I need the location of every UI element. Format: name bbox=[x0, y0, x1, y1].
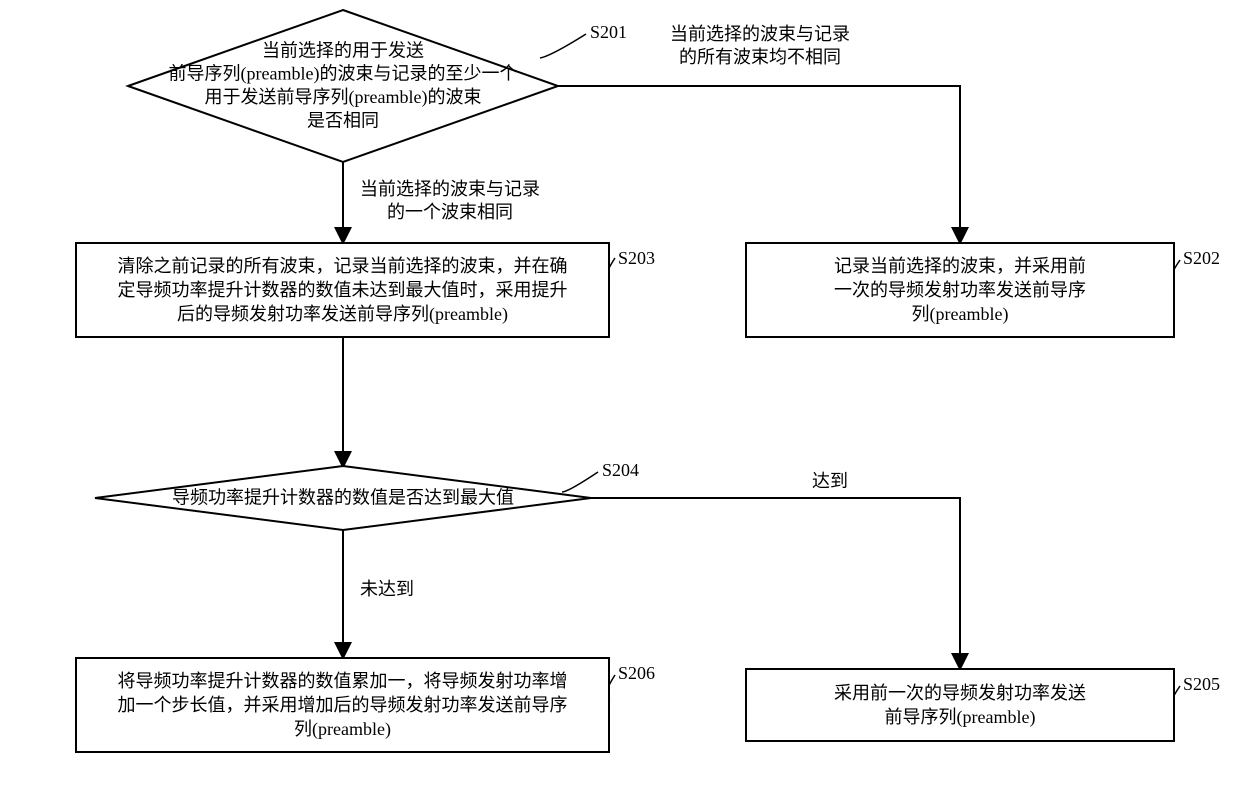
decision-d1 bbox=[128, 10, 558, 162]
process-p205: 采用前一次的导频发射功率发送前导序列(preamble) bbox=[745, 668, 1175, 742]
step-label-s205: S205 bbox=[1183, 674, 1220, 695]
edge-0 bbox=[558, 86, 960, 242]
edge-label-4: 未达到 bbox=[360, 578, 414, 601]
process-p203: 清除之前记录的所有波束，记录当前选择的波束，并在确定导频功率提升计数器的数值未达… bbox=[75, 242, 610, 338]
decision-text-d1: 当前选择的用于发送前导序列(preamble)的波束与记录的至少一个用于发送前导… bbox=[169, 40, 518, 130]
decision-text-d2: 导频功率提升计数器的数值是否达到最大值 bbox=[172, 487, 514, 507]
process-p206: 将导频功率提升计数器的数值累加一，将导频发射功率增加一个步长值，并采用增加后的导… bbox=[75, 657, 610, 753]
step-label-s203: S203 bbox=[618, 248, 655, 269]
edge-label-3: 达到 bbox=[812, 470, 848, 493]
decision-d2 bbox=[95, 466, 591, 530]
edge-label-1: 当前选择的波束与记录的一个波束相同 bbox=[360, 178, 540, 225]
step-label-s206: S206 bbox=[618, 663, 655, 684]
edge-label-0: 当前选择的波束与记录的所有波束均不相同 bbox=[670, 23, 850, 70]
process-p202: 记录当前选择的波束，并采用前一次的导频发射功率发送前导序列(preamble) bbox=[745, 242, 1175, 338]
step-hook-3 bbox=[562, 472, 598, 492]
step-label-s204: S204 bbox=[602, 460, 639, 481]
step-hook-0 bbox=[540, 34, 586, 58]
step-label-s201: S201 bbox=[590, 22, 627, 43]
step-label-s202: S202 bbox=[1183, 248, 1220, 269]
edge-3 bbox=[591, 498, 960, 668]
